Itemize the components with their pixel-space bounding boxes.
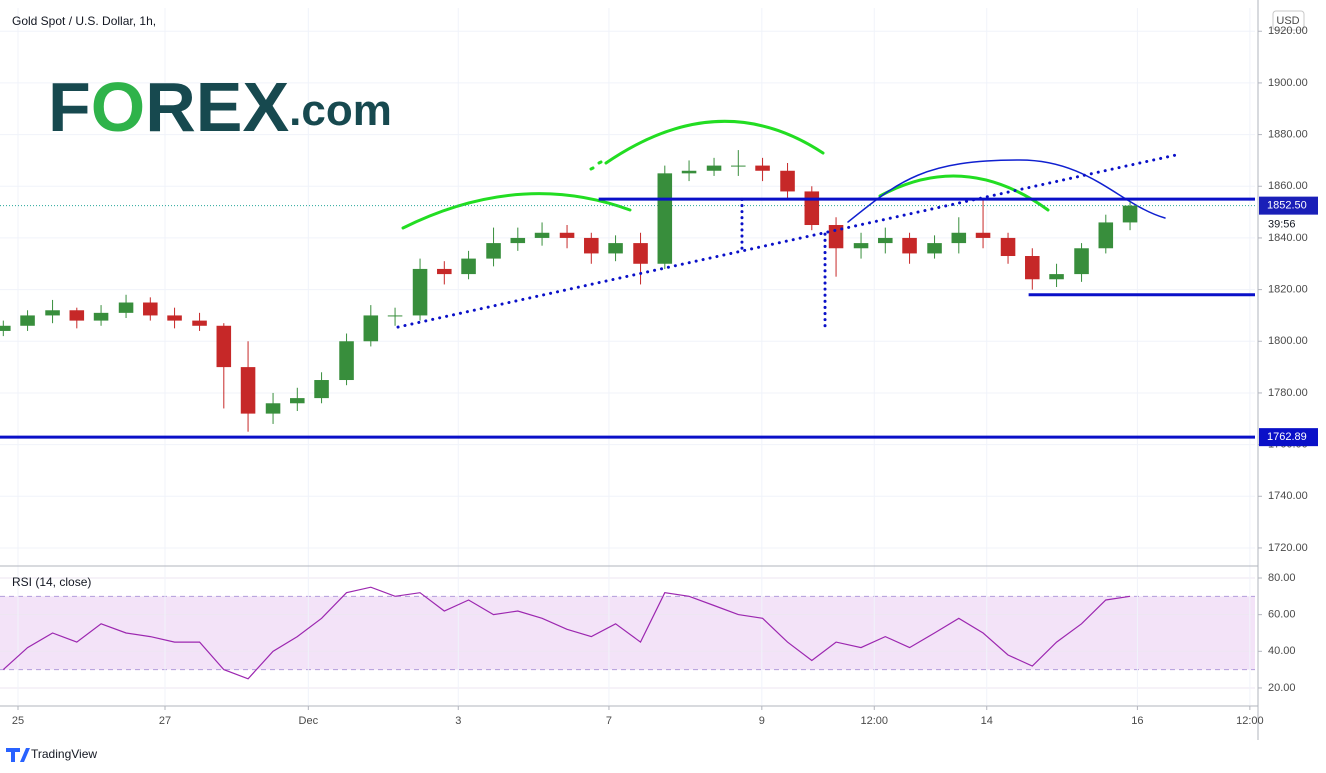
rsi-title: RSI (14, close) xyxy=(12,575,91,589)
plot xyxy=(0,150,1255,680)
trendline xyxy=(396,153,1177,329)
logo-part: F xyxy=(48,68,91,146)
y-tick-label: 80.00 xyxy=(1268,572,1296,584)
tv-icon xyxy=(6,748,30,762)
candle-body xyxy=(240,367,256,414)
y-tick-label: 1860.00 xyxy=(1268,180,1308,192)
candle-body xyxy=(45,310,60,316)
candle-body xyxy=(265,403,281,414)
y-tick-label: 1840.00 xyxy=(1268,232,1308,244)
last-price-box xyxy=(1259,196,1318,215)
y-tick-label: 40.00 xyxy=(1268,645,1296,657)
x-tick-label: 12:00 xyxy=(1236,715,1264,727)
candle-body xyxy=(510,237,526,244)
candle-body xyxy=(633,243,648,264)
candle-body xyxy=(192,320,207,326)
arc xyxy=(401,192,632,230)
y-tick-label: 1740.00 xyxy=(1268,490,1308,502)
logo-part: REX xyxy=(145,68,289,146)
y-tick-label: 1820.00 xyxy=(1268,284,1308,296)
y-tick-label: 1880.00 xyxy=(1268,128,1308,140)
candle-body xyxy=(461,258,476,275)
candle-body xyxy=(69,310,85,321)
candle-body xyxy=(853,243,869,249)
x-tick-label: 7 xyxy=(606,715,612,727)
candle-body xyxy=(143,302,158,316)
x-tick-label: 12:00 xyxy=(861,715,889,727)
level-label-box xyxy=(1259,428,1318,447)
y-tick-label: 60.00 xyxy=(1268,609,1296,621)
y-tick-label: 1780.00 xyxy=(1268,387,1308,399)
candle-body xyxy=(363,315,379,342)
chart-title: Gold Spot / U.S. Dollar, 1h, xyxy=(12,14,156,28)
candle-body xyxy=(878,237,893,244)
candle-body xyxy=(534,232,550,238)
x-tick-label: 27 xyxy=(159,715,171,727)
candle-body xyxy=(412,268,428,316)
candle-body xyxy=(706,165,722,171)
candle-body xyxy=(339,341,354,381)
y-tick-label: 1800.00 xyxy=(1268,335,1308,347)
candle-body xyxy=(1122,205,1138,223)
countdown: 39:56 xyxy=(1268,219,1296,231)
candle-body xyxy=(584,237,599,254)
logo-part: O xyxy=(91,68,145,146)
candle-body xyxy=(1049,274,1064,280)
candle-body xyxy=(1000,237,1016,257)
candle-body xyxy=(167,315,182,321)
x-tick-label: 25 xyxy=(12,715,24,727)
candle-body xyxy=(559,232,575,238)
y-tick-label: 20.00 xyxy=(1268,682,1296,694)
candle-body xyxy=(437,268,452,275)
logo: FOREX.com xyxy=(48,68,392,146)
drawings xyxy=(401,119,1166,230)
arc xyxy=(878,174,1050,212)
currency-box xyxy=(1272,10,1305,31)
logo-part: .com xyxy=(289,86,392,135)
x-tick-label: 14 xyxy=(981,715,993,727)
candle-body xyxy=(216,325,232,368)
candle-body xyxy=(902,237,917,254)
candle-body xyxy=(804,191,820,226)
x-tick-label: 16 xyxy=(1131,715,1143,727)
last-price-label: 1852.50 xyxy=(1267,200,1307,212)
x-tick-label: Dec xyxy=(299,715,319,727)
candle-body xyxy=(755,165,770,171)
rsi-line xyxy=(2,586,1131,680)
candle-body xyxy=(486,243,501,259)
arc xyxy=(604,119,825,165)
candle-body xyxy=(951,232,967,244)
candle-body xyxy=(780,170,795,192)
candle-body xyxy=(314,380,329,399)
x-tick-label: 9 xyxy=(759,715,765,727)
level-label: 1762.89 xyxy=(1267,431,1307,443)
candle-body xyxy=(731,165,746,167)
currency: USD xyxy=(1276,15,1299,27)
candle-body xyxy=(927,243,942,254)
candle-body xyxy=(1098,222,1114,249)
x-tick-label: 3 xyxy=(455,715,461,727)
candle-body xyxy=(118,302,134,313)
candle-body xyxy=(608,243,623,254)
candle-body xyxy=(657,173,673,264)
candle-body xyxy=(1074,248,1089,275)
candle-body xyxy=(681,170,697,174)
countdown-box xyxy=(1259,215,1318,234)
candle-body xyxy=(828,225,844,249)
candle-body xyxy=(975,232,991,238)
y-tick-label: 1920.00 xyxy=(1268,25,1308,37)
candle-body xyxy=(1025,256,1040,280)
candle-body xyxy=(290,398,305,404)
candle-body xyxy=(387,315,403,317)
footer: TradingView xyxy=(31,747,97,761)
candle-body xyxy=(93,312,109,321)
arc-dots xyxy=(589,160,603,171)
candle-body xyxy=(0,325,11,331)
candle-body xyxy=(20,315,35,326)
y-tick-label: 1900.00 xyxy=(1268,77,1308,89)
y-tick-label: 1720.00 xyxy=(1268,542,1308,554)
